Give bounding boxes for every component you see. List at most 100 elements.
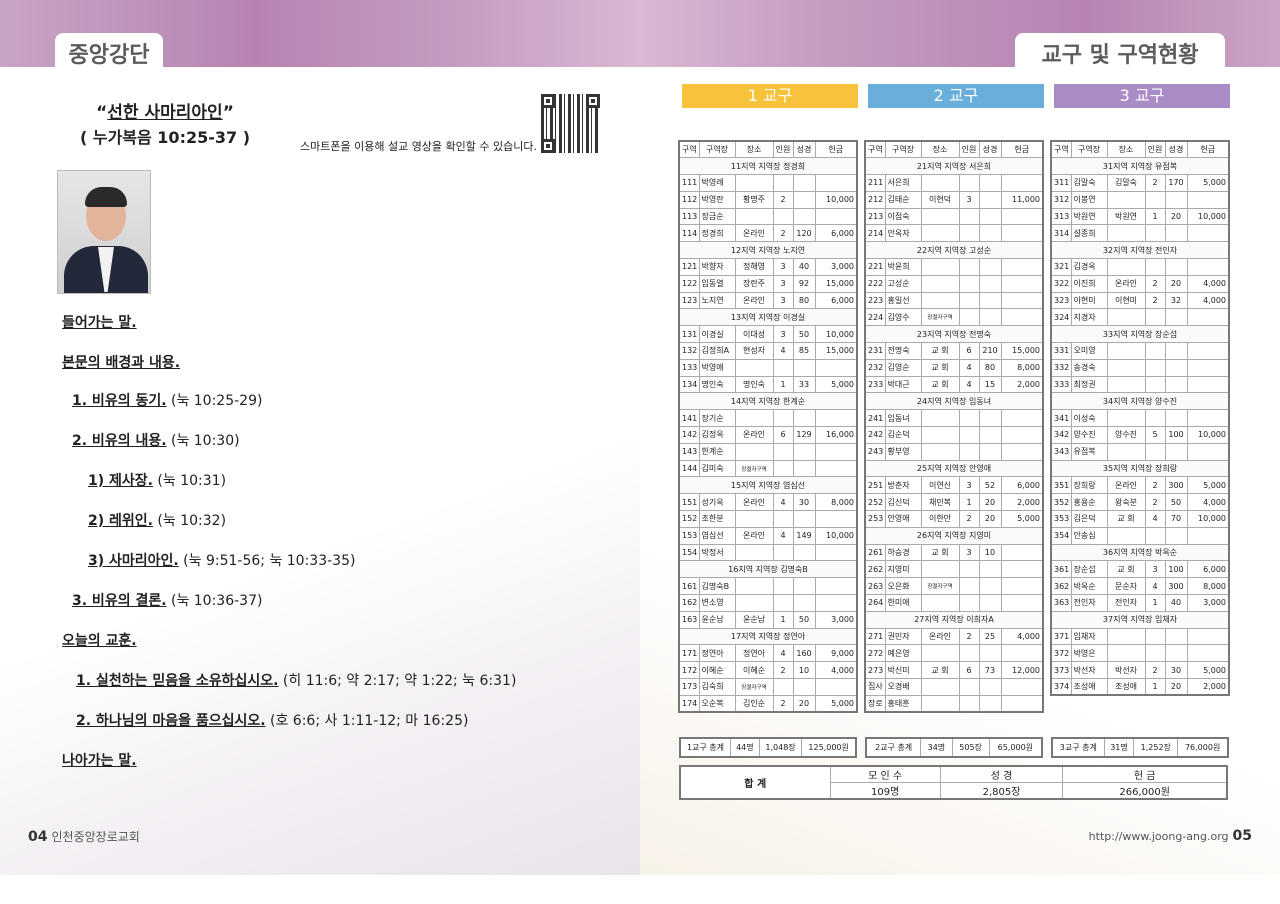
table-row: 273 박신미 교 회 6 73 12,000 [864,661,1044,679]
offering-cell [1186,627,1230,646]
bibles-cell: 10 [792,661,816,679]
bibles-cell: 50 [792,325,816,344]
table-row: 312 이봉연 [1050,190,1230,209]
outline-item: 2) 레위인. (눅 10:32) [88,510,226,530]
offering-cell: 2,000 [1000,493,1044,512]
people-cell [1144,342,1166,360]
column-header: 인원 [1144,140,1166,159]
table-row: 252 김신덕 채민복 1 20 2,000 [864,493,1044,512]
offering-cell: 15,000 [814,274,858,293]
district-code-cell: 111 [678,174,700,192]
offering-cell: 4,000 [1000,627,1044,646]
people-cell: 2 [1144,174,1166,192]
sermon-title-text: 선한 사마리아인 [107,103,223,123]
column-header: 구역 [678,140,700,159]
outline-item: 들어가는 말. [62,312,137,332]
table-row: 264 한미애 [864,594,1044,612]
table-row: 153 염심선 온라인 4 149 10,000 [678,526,858,545]
district-code-cell: 232 [864,358,886,377]
leader-cell: 임동녀 [884,409,922,428]
place-cell: 온라인 [734,426,774,444]
people-cell [1144,409,1166,428]
offering-cell [1186,526,1230,545]
region-title: 21지역 지역장 서은희 [864,157,1044,176]
district-code-cell: 123 [678,291,700,310]
table-row: 172 이혜순 이혜순 2 10 4,000 [678,661,858,679]
leader-cell: 한미애 [884,594,922,612]
outline-reference: (눅 10:30) [166,433,240,449]
leader-cell: 김영수 [884,308,922,327]
place-cell: 장결자구역 [920,577,960,596]
leader-cell: 이성숙 [1070,409,1108,428]
bibles-cell [792,190,816,209]
district-code-cell: 163 [678,610,700,629]
qr-code-icon[interactable] [541,94,600,153]
website-url[interactable]: http://www.joong-ang.org [1088,830,1229,843]
region-header-row: 35지역 지역장 장희랑 [1050,459,1230,478]
people-cell: 2 [772,190,794,209]
table-row: 342 양수진 양수진 5 100 10,000 [1050,426,1230,444]
place-cell: 온라인 [734,493,774,512]
table-row: 114 정경희 온라인 2 120 6,000 [678,224,858,243]
page-number: 04 [28,829,48,845]
leader-cell: 박옥순 [1070,577,1108,596]
table-row: 144 김미숙 장결자구역 [678,459,858,478]
bibles-cell: 129 [792,426,816,444]
place-cell [1106,644,1146,663]
bibles-cell: 80 [978,358,1002,377]
bibles-cell: 120 [792,224,816,243]
grand-total-header: 모 인 수 [829,765,941,783]
church-name: 인천중앙장로교회 [51,830,140,844]
people-cell: 1 [1144,594,1166,612]
total-cell: 44명 [729,737,760,758]
offering-cell [1000,174,1044,192]
leader-cell: 최정권 [1070,375,1108,394]
leader-cell: 윤순남 [698,610,736,629]
grand-total-value: 266,000원 [1062,782,1228,800]
district-code-cell: 272 [864,644,886,663]
leader-cell: 이경실 [698,325,736,344]
bibles-cell: 300 [1164,577,1188,596]
offering-cell [814,358,858,377]
offering-cell [814,409,858,428]
district-code-cell: 241 [864,409,886,428]
people-cell: 4 [772,342,794,360]
leader-cell: 조한분 [698,510,736,528]
grand-total-label: 합 계 [679,765,831,800]
district-code-cell: 312 [1050,190,1072,209]
place-cell: 황명주 [734,190,774,209]
people-cell [772,577,794,596]
leader-cell: 안송심 [1070,526,1108,545]
place-cell: 장결자구역 [734,459,774,478]
table-row: 143 한계순 [678,442,858,461]
table-row: 141 장기순 [678,409,858,428]
leader-cell: 박영은 [1070,644,1108,663]
leader-cell: 오경배 [884,678,922,696]
district-code-cell: 174 [678,694,700,713]
district-code-cell: 222 [864,274,886,293]
district-code-cell: 172 [678,661,700,679]
offering-cell: 15,000 [814,342,858,360]
leader-cell: 홍태훈 [884,694,922,713]
bibles-cell: 20 [1164,274,1188,293]
table-row: 343 유점복 [1050,442,1230,461]
district-code-cell: 212 [864,190,886,209]
place-cell [1106,258,1146,276]
bibles-cell: 32 [1164,291,1188,310]
bibles-cell: 85 [792,342,816,360]
bibles-cell [978,442,1002,461]
offering-cell [814,459,858,478]
outline-reference: (눅 10:31) [152,473,227,489]
offering-cell [1000,644,1044,663]
district-code-cell: 251 [864,476,886,495]
section-tab: 중앙강단 [55,33,163,69]
bibles-cell: 70 [1164,510,1188,528]
table-row: 351 장희랑 온라인 2 300 5,000 [1050,476,1230,495]
place-cell: 명인숙 [734,375,774,394]
bibles-cell [1164,224,1188,243]
people-cell [1144,258,1166,276]
district-code-cell: 152 [678,510,700,528]
outline-heading: 본문의 배경과 내용. [62,355,181,371]
people-cell: 3 [958,543,980,562]
region-header-row: 25지역 지역장 안영애 [864,459,1044,478]
